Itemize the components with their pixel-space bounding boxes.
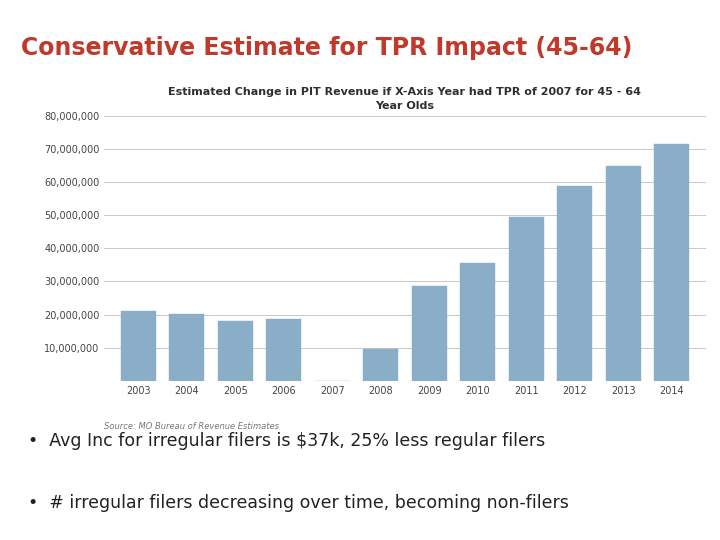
Bar [218,321,253,381]
Bar [169,314,204,381]
Bar [266,319,301,381]
Text: 16: 16 [680,9,701,24]
Title: Estimated Change in PIT Revenue if X-Axis Year had TPR of 2007 for 45 - 64
Year : Estimated Change in PIT Revenue if X-Axi… [168,87,642,111]
Bar [654,144,689,381]
Bar [509,217,544,381]
Bar [412,286,446,381]
Text: •  Avg Inc for irregular filers is $37k, 25% less regular filers: • Avg Inc for irregular filers is $37k, … [29,432,546,450]
Text: Conservative Estimate for TPR Impact (45-64): Conservative Estimate for TPR Impact (45… [22,36,633,59]
Bar [557,186,592,381]
Text: •  # irregular filers decreasing over time, becoming non-filers: • # irregular filers decreasing over tim… [29,494,570,511]
Bar [121,311,156,381]
Bar [460,264,495,381]
Bar [606,166,641,381]
Text: Source: MO Bureau of Revenue Estimates: Source: MO Bureau of Revenue Estimates [104,422,279,431]
Bar [364,349,398,381]
